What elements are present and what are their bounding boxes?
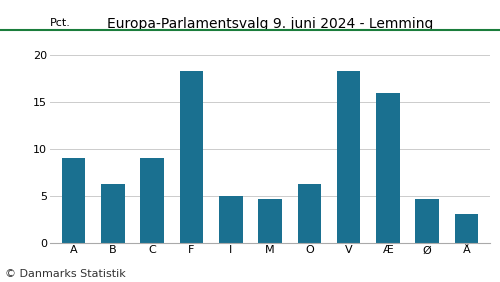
Bar	[258, 199, 282, 243]
Bar	[376, 93, 400, 243]
Bar	[140, 158, 164, 243]
Bar	[337, 71, 360, 243]
Bar	[62, 158, 86, 243]
Bar	[416, 199, 439, 243]
Bar	[454, 214, 478, 243]
Bar	[298, 184, 321, 243]
Bar	[219, 196, 242, 243]
Bar	[180, 71, 203, 243]
Text: Pct.: Pct.	[50, 18, 71, 28]
Title: Europa-Parlamentsvalg 9. juni 2024 - Lemming: Europa-Parlamentsvalg 9. juni 2024 - Lem…	[107, 17, 433, 31]
Text: © Danmarks Statistik: © Danmarks Statistik	[5, 269, 126, 279]
Bar	[101, 184, 124, 243]
